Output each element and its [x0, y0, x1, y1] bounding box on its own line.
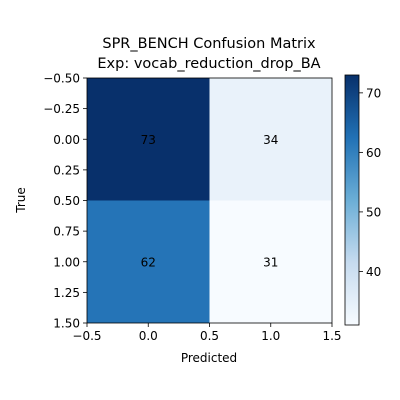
heatmap-cell: [209, 78, 332, 201]
chart-title: SPR_BENCH Confusion Matrix: [102, 36, 316, 52]
x-tick-label: 0.0: [139, 329, 158, 343]
cell-value-label: 31: [263, 255, 278, 269]
y-tick-label: 0.00: [53, 133, 80, 147]
y-axis-ticks: −0.50 −0.25 0.00 0.25 0.50 0.75 1.00 1.25 1.50: [43, 72, 87, 331]
x-tick-label: 1.5: [322, 329, 341, 343]
y-axis-label: True: [14, 187, 28, 214]
y-tick-label: −0.50: [43, 72, 80, 86]
y-tick-label: −0.25: [43, 102, 80, 116]
colorbar-tick-label: 70: [366, 86, 381, 100]
cell-value-label: 73: [141, 133, 156, 147]
y-tick-label: 0.25: [53, 163, 80, 177]
y-tick-label: 0.50: [53, 194, 80, 208]
colorbar-tick-label: 50: [366, 205, 381, 219]
chart-subtitle: Exp: vocab_reduction_drop_BA: [97, 56, 320, 72]
y-tick-label: 1.50: [53, 317, 80, 331]
x-tick-label: −0.5: [72, 329, 101, 343]
x-tick-label: 1.0: [261, 329, 280, 343]
colorbar: [344, 74, 360, 326]
y-tick-label: 0.75: [53, 225, 80, 239]
x-axis-label: Predicted: [181, 351, 237, 365]
heatmap-cell: [209, 200, 332, 323]
colorbar-tick-label: 40: [366, 265, 381, 279]
x-tick-label: 0.5: [200, 329, 219, 343]
y-tick-label: 1.25: [53, 286, 80, 300]
cell-value-label: 34: [263, 133, 278, 147]
x-axis-ticks: −0.5 0.0 0.5 1.0 1.5: [72, 323, 342, 343]
plot-frame: [86, 77, 333, 324]
heatmap-cell: [87, 200, 210, 323]
heatmap-cells: 73 34 62 31: [87, 78, 332, 323]
heatmap-cell: [87, 78, 210, 201]
colorbar-tick-label: 60: [366, 146, 381, 160]
colorbar-ticks: 40 50 60 70: [359, 86, 381, 279]
y-tick-label: 1.00: [53, 255, 80, 269]
cell-value-label: 62: [141, 255, 156, 269]
